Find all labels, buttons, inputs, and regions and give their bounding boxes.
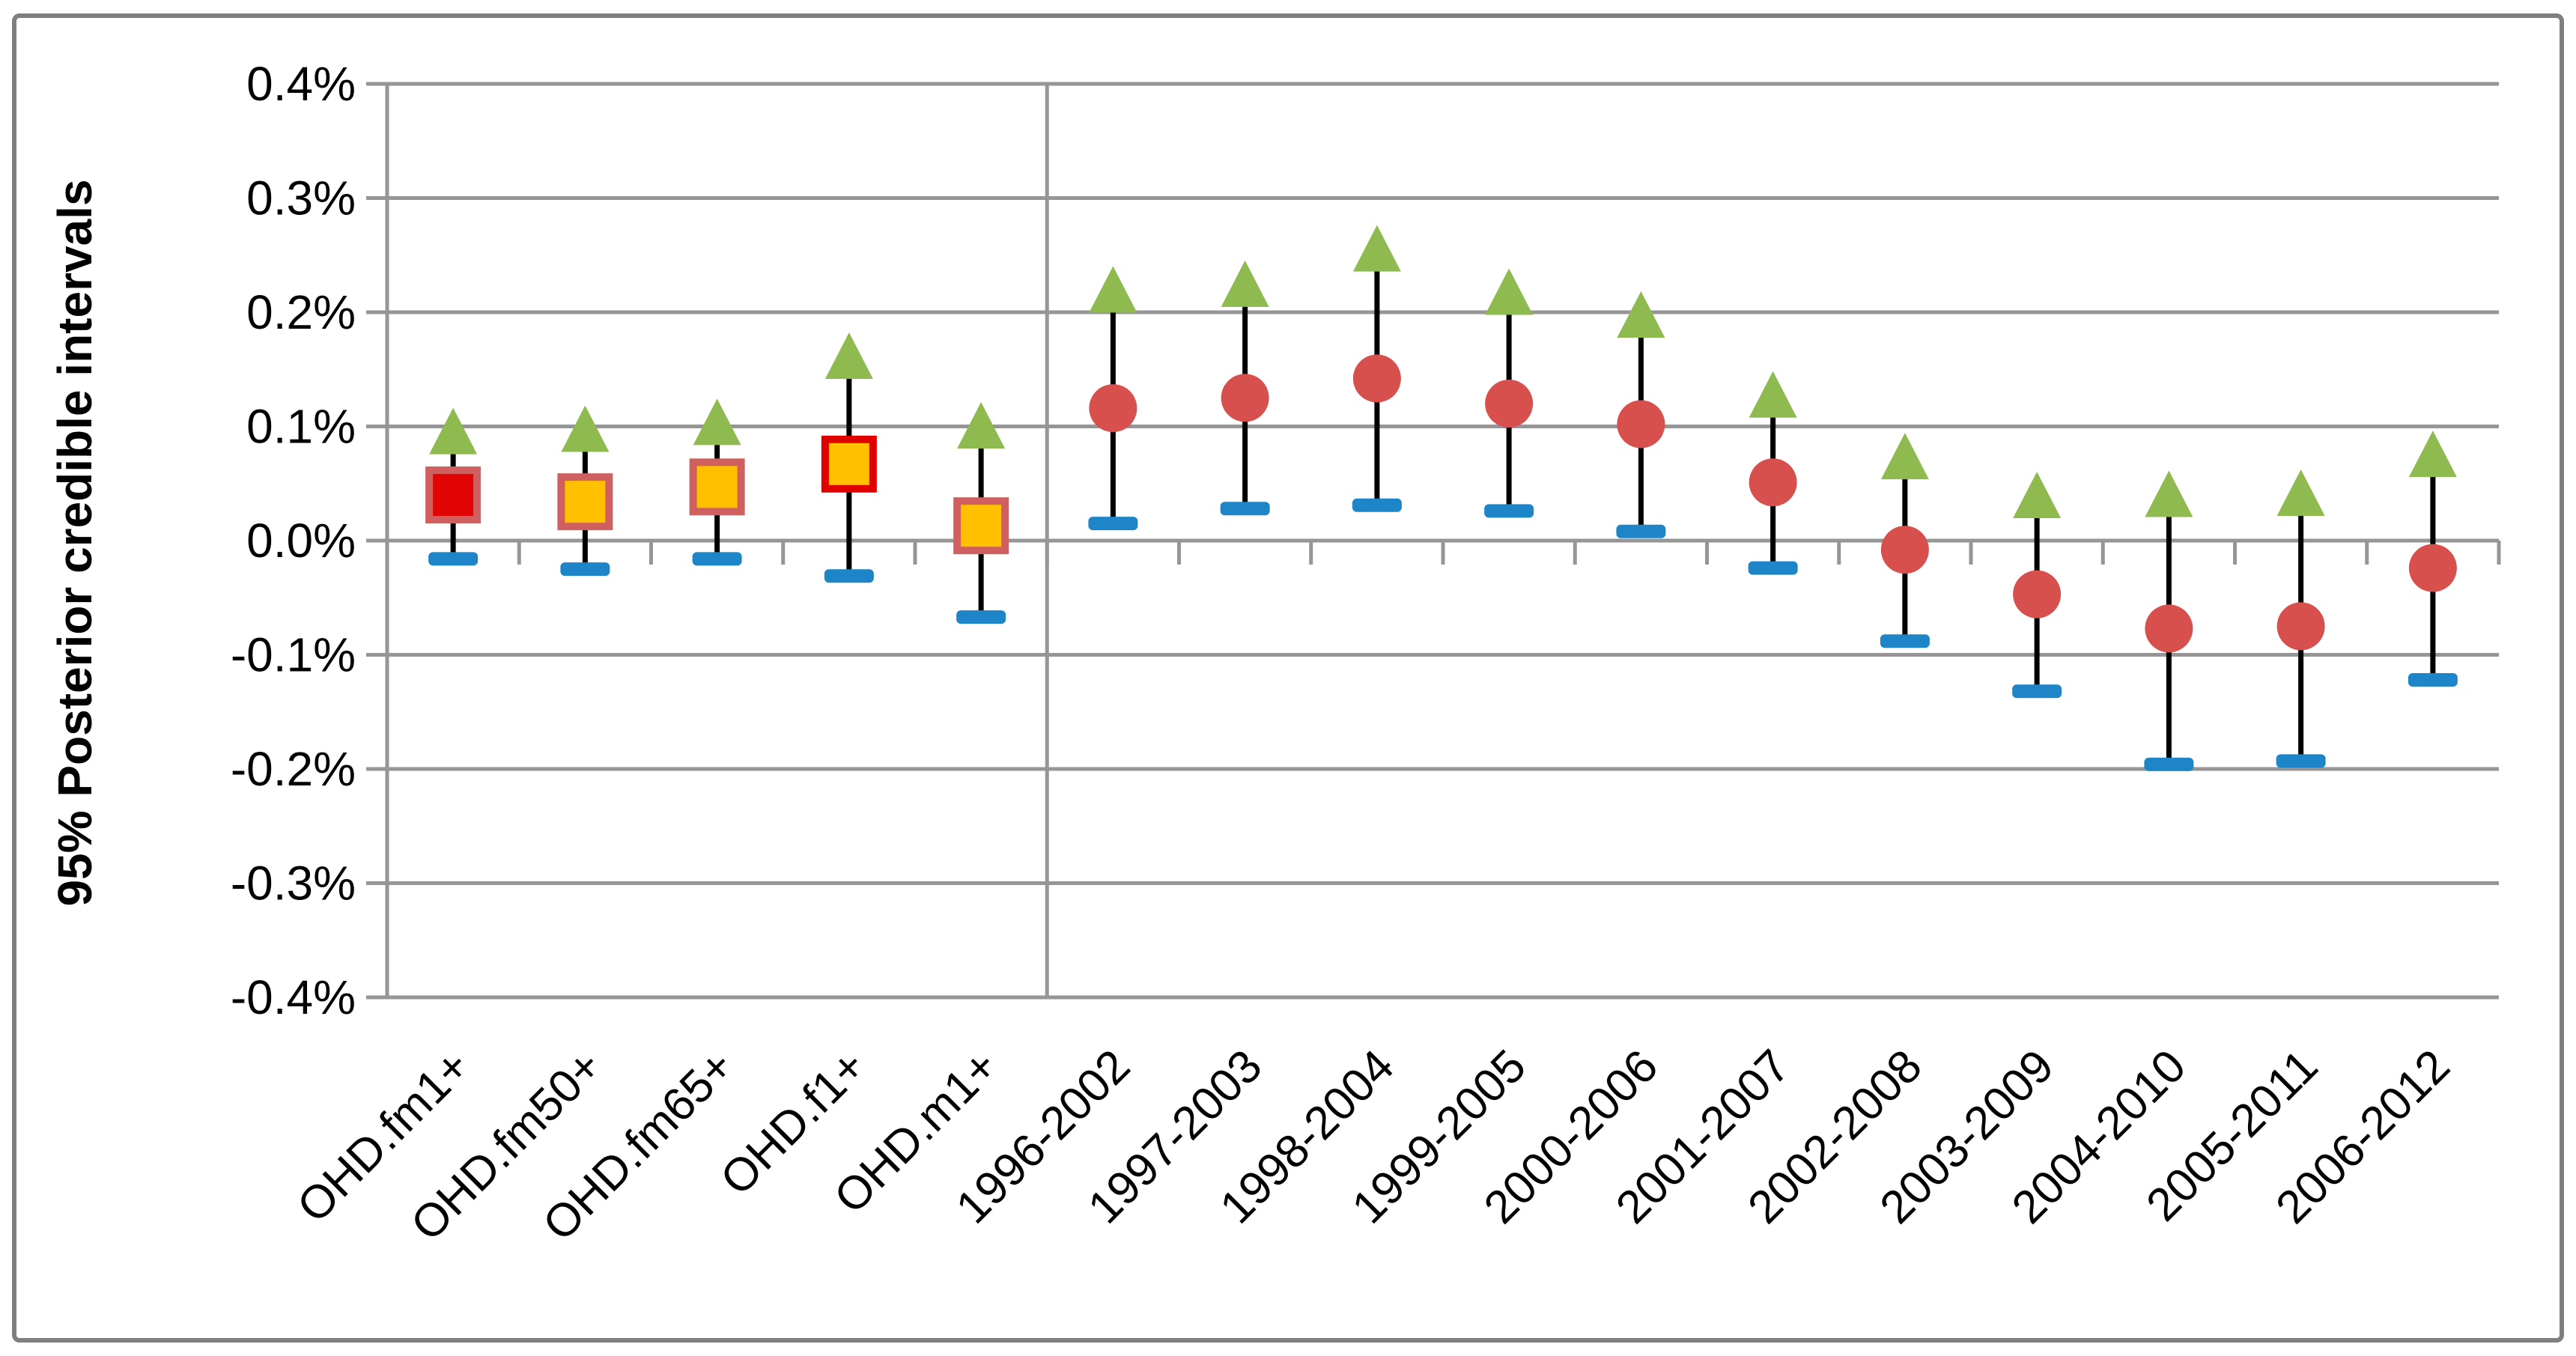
median-circle-marker	[1089, 384, 1137, 433]
median-square-marker	[689, 458, 745, 516]
median-circle-marker	[1749, 458, 1797, 507]
y-tick-label: 0.4%	[246, 57, 356, 111]
upper-bound-triangle-marker	[1617, 291, 1665, 338]
median-circle-marker	[2408, 544, 2457, 592]
y-tick-label: -0.1%	[231, 628, 356, 682]
lower-bound-dash-marker	[2144, 757, 2194, 771]
upper-bound-triangle-marker	[2013, 472, 2062, 518]
y-tick-label: -0.2%	[231, 742, 356, 796]
median-circle-marker	[1880, 526, 1929, 574]
median-circle-marker	[1617, 400, 1665, 449]
median-circle-marker	[1352, 354, 1401, 403]
lower-bound-dash-marker	[1220, 502, 1270, 516]
lower-bound-dash-marker	[2276, 754, 2326, 768]
lower-bound-dash-marker	[824, 569, 874, 583]
lower-bound-dash-marker	[692, 552, 742, 566]
median-circle-marker	[1221, 374, 1269, 422]
upper-bound-triangle-marker	[824, 332, 873, 379]
lower-bound-dash-marker	[560, 562, 610, 577]
median-circle-marker	[2013, 570, 2062, 618]
upper-bound-triangle-marker	[1352, 225, 1401, 272]
upper-bound-triangle-marker	[1485, 268, 1534, 315]
upper-bound-triangle-marker	[561, 405, 610, 452]
upper-bound-triangle-marker	[2408, 431, 2457, 478]
median-square-marker	[557, 473, 613, 531]
upper-bound-triangle-marker	[429, 407, 478, 454]
upper-bound-triangle-marker	[1089, 266, 1137, 313]
upper-bound-triangle-marker	[957, 401, 1006, 449]
y-tick-label: -0.3%	[231, 857, 356, 910]
upper-bound-triangle-marker	[1880, 433, 1929, 480]
median-circle-marker	[1485, 380, 1534, 428]
median-square-marker	[425, 466, 482, 523]
upper-bound-triangle-marker	[693, 398, 741, 446]
lower-bound-dash-marker	[1748, 561, 1798, 575]
lower-bound-dash-marker	[1616, 524, 1666, 538]
y-tick-label: 0.2%	[246, 285, 356, 339]
median-square-marker	[953, 497, 1009, 555]
upper-bound-triangle-marker	[2276, 469, 2325, 516]
y-tick-label: 0.0%	[246, 514, 356, 568]
upper-bound-triangle-marker	[1221, 260, 1269, 307]
lower-bound-dash-marker	[2012, 684, 2062, 699]
lower-bound-dash-marker	[428, 552, 479, 566]
chart-frame	[12, 13, 2564, 1343]
median-circle-marker	[2145, 604, 2193, 653]
y-tick-label: 0.3%	[246, 171, 356, 225]
median-circle-marker	[2276, 602, 2325, 651]
lower-bound-dash-marker	[956, 610, 1006, 624]
upper-bound-triangle-marker	[1749, 371, 1797, 418]
y-tick-label: -0.4%	[231, 970, 356, 1024]
lower-bound-dash-marker	[1088, 517, 1138, 531]
median-square-marker	[821, 435, 877, 493]
lower-bound-dash-marker	[1484, 504, 1534, 518]
y-tick-label: 0.1%	[246, 400, 356, 454]
lower-bound-dash-marker	[1880, 634, 1930, 648]
lower-bound-dash-marker	[2408, 673, 2458, 687]
upper-bound-triangle-marker	[2145, 470, 2193, 517]
lower-bound-dash-marker	[1352, 498, 1402, 512]
